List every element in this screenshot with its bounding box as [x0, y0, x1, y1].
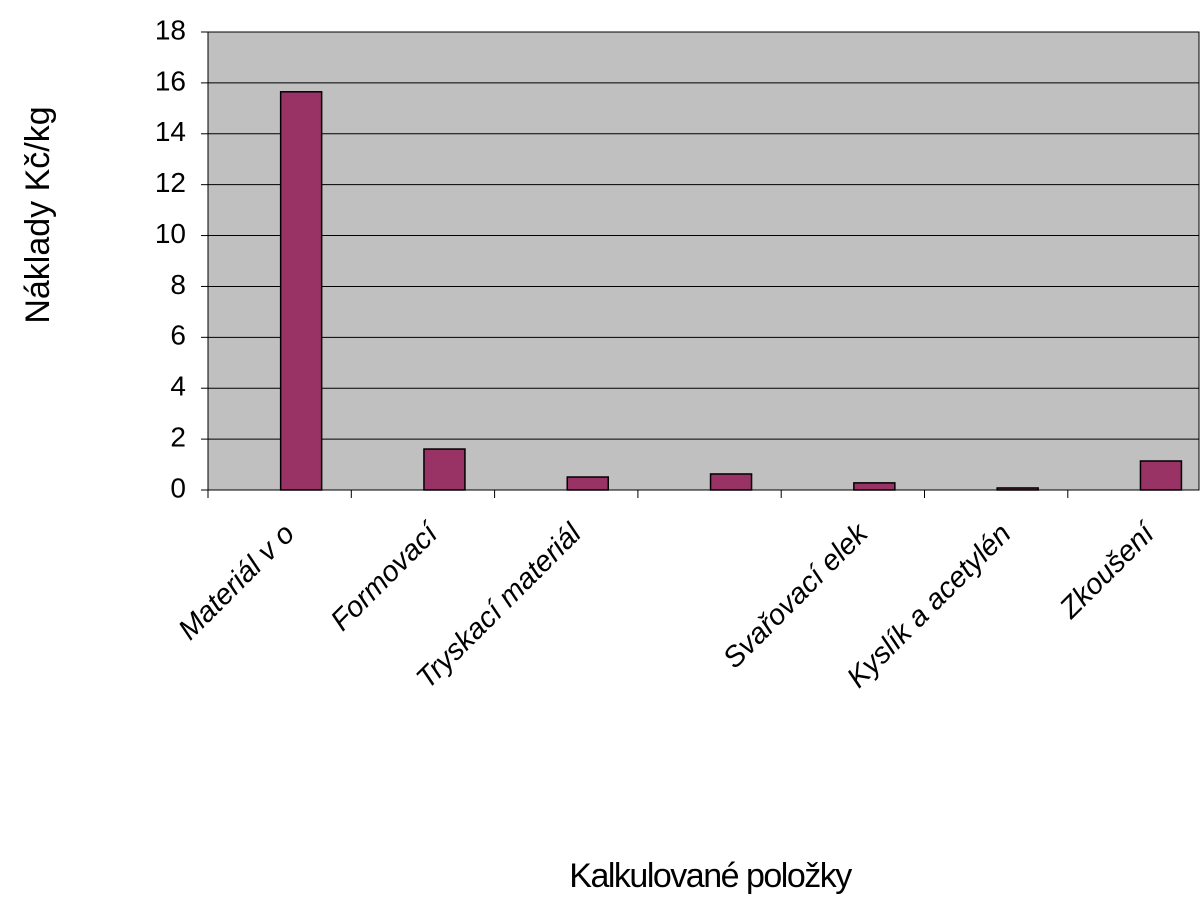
x-tick-label: Materiál v o	[172, 518, 301, 647]
x-tick-label: Formovací	[325, 516, 447, 638]
y-tick-label: 14	[155, 116, 186, 147]
bar	[1139, 460, 1183, 491]
y-tick-label: 6	[170, 320, 186, 351]
y-tick-label: 4	[170, 371, 186, 402]
y-tick-label: 16	[155, 65, 186, 96]
y-axis-title: Náklady Kč/kg	[19, 106, 57, 323]
y-tick-label: 12	[155, 167, 186, 198]
x-tick-label: Zkoušení	[1053, 516, 1163, 626]
bar	[996, 487, 1039, 491]
y-tick-label: 18	[155, 14, 186, 45]
bar	[709, 473, 753, 491]
plot-area	[207, 31, 1200, 491]
y-tick-label: 10	[155, 218, 186, 249]
y-tick-label: 2	[170, 422, 186, 453]
bar	[566, 476, 609, 491]
x-tick-label: Svařovací elek	[717, 517, 875, 675]
bar	[279, 91, 323, 491]
y-tick-label: 0	[170, 472, 186, 503]
bar	[853, 482, 896, 491]
x-axis-title: Kalkulované položky	[569, 857, 852, 895]
bar	[423, 448, 466, 491]
y-tick-label: 8	[170, 269, 186, 300]
